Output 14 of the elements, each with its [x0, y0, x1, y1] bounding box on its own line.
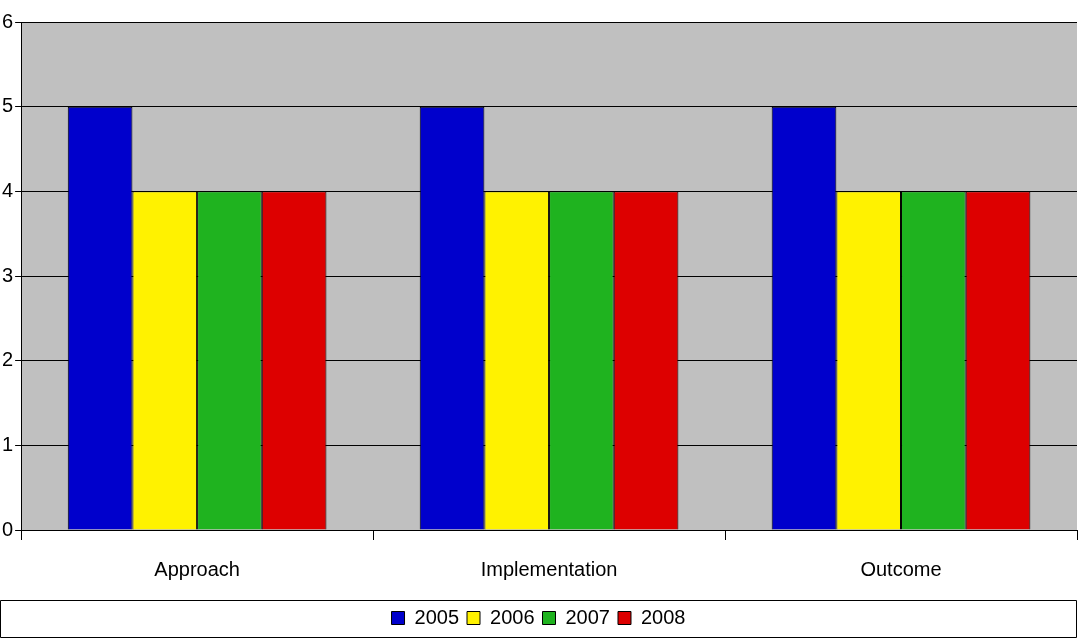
legend-label: 2008 [640, 605, 686, 628]
y-tick-label: 1 [2, 432, 14, 455]
x-tick-label: Outcome [860, 557, 942, 580]
x-tick-label: Approach [154, 557, 240, 580]
legend-label: 2005 [414, 605, 460, 628]
y-tick-label: 5 [2, 94, 14, 117]
y-tick-label: 0 [2, 517, 14, 540]
y-tick-label: 3 [2, 263, 14, 286]
legend-label: 2006 [490, 605, 535, 628]
x-tick-label: Implementation [480, 557, 618, 580]
y-tick-label: 2 [2, 348, 14, 371]
y-tick-label: 6 [2, 9, 14, 32]
y-tick-label: 4 [2, 178, 14, 201]
legend-label: 2007 [565, 605, 610, 628]
